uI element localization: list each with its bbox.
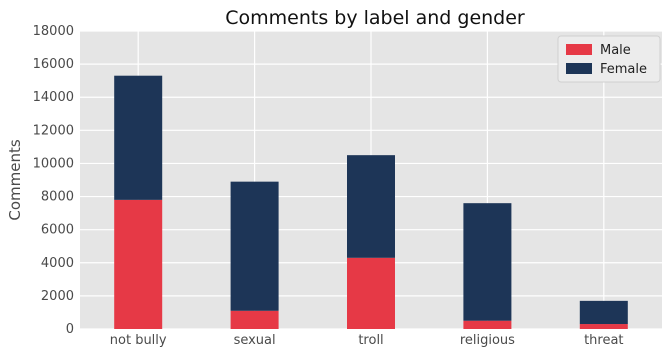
bar-female-troll [347,155,395,258]
bar-male-threat [579,324,628,329]
y-tick-label-9: 18000 [33,24,74,39]
bars [114,75,628,329]
bar-female-threat [579,300,628,325]
x-axis-ticks: not bully sexual troll religious threat [110,333,624,348]
legend-swatch-male [566,44,592,55]
y-tick-label-6: 12000 [33,123,74,138]
bar-male-religious [463,320,512,329]
y-tick-label-7: 14000 [33,90,74,105]
x-tick-label-2: troll [358,333,383,348]
x-tick-label-4: threat [584,333,623,348]
y-tick-label-4: 8000 [41,190,74,205]
bar-male-sexual [230,310,279,329]
x-tick-label-0: not bully [110,333,167,348]
bar-female-religious [463,203,512,321]
chart-title: Comments by label and gender [225,7,525,29]
legend: Male Female [557,35,661,83]
y-tick-label-0: 0 [66,322,74,337]
y-tick-label-5: 10000 [33,156,74,171]
y-axis-ticks: 0 2000 4000 6000 8000 10000 12000 14000 16000 180… [33,24,74,337]
y-tick-label-2: 4000 [41,256,74,271]
x-tick-label-3: religious [460,333,515,348]
y-tick-label-1: 2000 [41,289,74,304]
legend-label-male: Male [600,43,631,58]
y-tick-label-8: 16000 [33,57,74,72]
legend-swatch-female [566,63,592,74]
y-tick-label-3: 6000 [41,223,74,238]
bar-male-not-bully [114,199,163,329]
bar-male-troll [347,257,395,329]
bar-female-not-bully [114,75,163,200]
bar-female-sexual [230,181,279,311]
legend-label-female: Female [600,62,647,77]
x-tick-label-1: sexual [234,333,276,348]
y-axis-label: Comments [6,139,24,220]
